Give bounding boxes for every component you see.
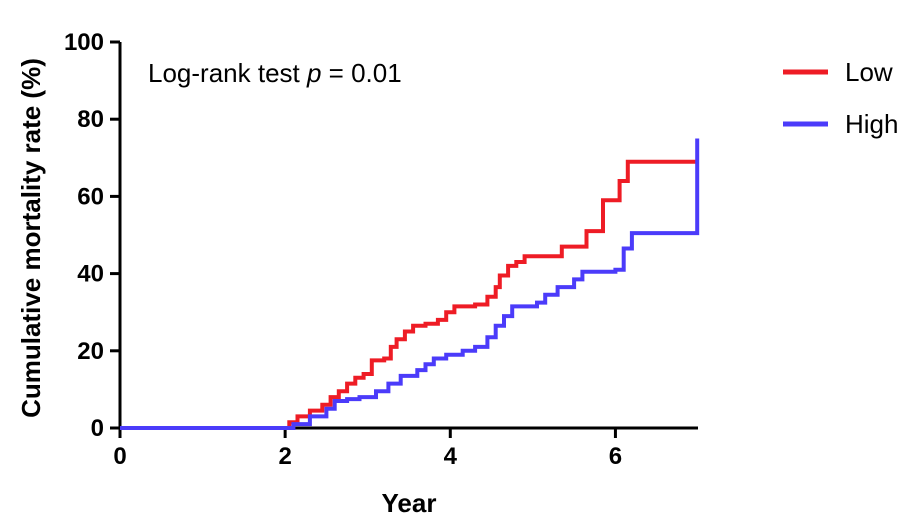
series-line-low: [120, 159, 698, 430]
x-tick-label: 4: [444, 443, 458, 470]
x-tick-label: 6: [609, 443, 622, 470]
legend-label-low: Low: [845, 57, 893, 87]
y-tick-label: 80: [77, 106, 104, 133]
series-group: [120, 138, 700, 430]
annotation-prefix: Log-rank test: [148, 58, 307, 88]
y-tick-label: 60: [77, 183, 104, 210]
x-axis-title: Year: [382, 488, 437, 518]
y-tick-label: 0: [91, 415, 104, 442]
log-rank-annotation: Log-rank test p = 0.01: [148, 58, 402, 88]
legend: Low High: [783, 57, 898, 139]
y-axis-title: Cumulative mortality rate (%): [16, 58, 46, 418]
x-tick-label: 2: [278, 443, 291, 470]
y-tick-label: 100: [64, 29, 104, 56]
y-tick-label: 40: [77, 261, 104, 288]
x-tick-label: 0: [113, 443, 126, 470]
legend-label-high: High: [845, 109, 898, 139]
y-tick-label: 20: [77, 338, 104, 365]
series-line-high: [120, 138, 700, 430]
annotation-p-symbol: p: [306, 58, 321, 88]
axes: 0 20 40 60 80 100 0 2 4 6: [64, 29, 698, 470]
annotation-suffix: = 0.01: [321, 58, 401, 88]
